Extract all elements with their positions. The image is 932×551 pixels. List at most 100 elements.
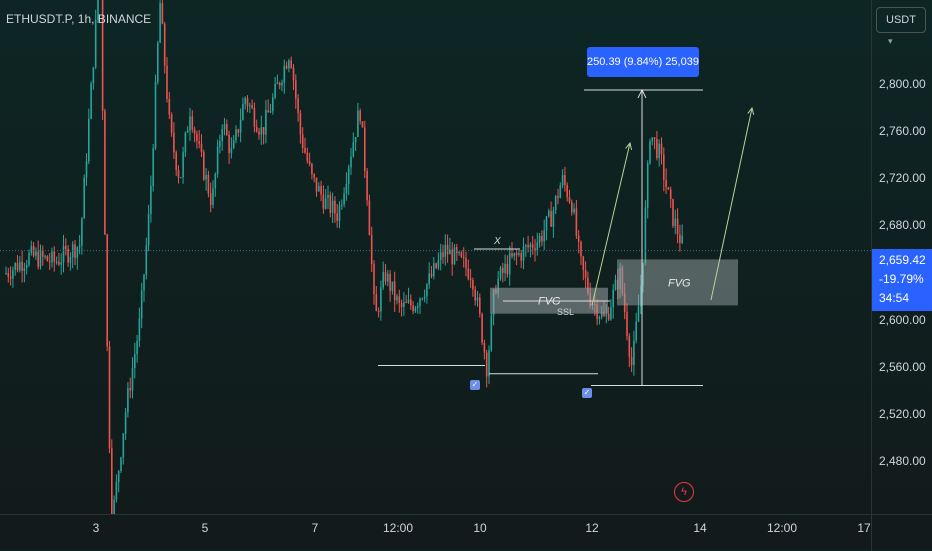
candle-body bbox=[343, 193, 345, 205]
candle-body bbox=[614, 279, 617, 290]
candle-body bbox=[545, 216, 548, 231]
candle-body bbox=[39, 250, 42, 267]
candle-body bbox=[94, 19, 97, 68]
candle-body bbox=[499, 267, 502, 279]
currency-button[interactable]: USDT bbox=[876, 7, 926, 33]
candle-body bbox=[359, 110, 361, 122]
candle-body bbox=[357, 110, 359, 138]
candle-body bbox=[88, 118, 90, 162]
candle-body bbox=[186, 130, 189, 133]
candle-body bbox=[76, 247, 79, 259]
candle-body bbox=[55, 261, 58, 263]
candle-body bbox=[85, 161, 88, 178]
price-tick-label: 2,680.00 bbox=[879, 218, 926, 233]
candle-body bbox=[580, 241, 582, 257]
candle-body bbox=[389, 273, 391, 291]
candle-body bbox=[327, 194, 329, 199]
candle-body bbox=[444, 244, 447, 258]
candle-body bbox=[347, 167, 350, 184]
candle-body bbox=[60, 262, 62, 265]
candle-body bbox=[51, 251, 53, 263]
candle-body bbox=[37, 251, 39, 267]
candle-body bbox=[122, 433, 125, 458]
candle-body bbox=[497, 278, 499, 294]
time-tick-label: 14 bbox=[693, 521, 707, 535]
candle-body bbox=[598, 317, 601, 319]
candle-body bbox=[242, 103, 244, 120]
candle-body bbox=[403, 302, 405, 307]
candle-body bbox=[115, 481, 118, 500]
candle-body bbox=[550, 210, 552, 227]
candle-body bbox=[536, 242, 539, 251]
candle-body bbox=[338, 205, 341, 221]
candle-body bbox=[552, 210, 555, 227]
candle-body bbox=[605, 313, 608, 317]
candle-body bbox=[520, 253, 522, 261]
candle-body bbox=[62, 245, 65, 263]
chevron-down-icon[interactable]: ▾ bbox=[888, 36, 893, 46]
price-axis[interactable] bbox=[871, 0, 932, 514]
candle-body bbox=[575, 208, 578, 236]
candle-body bbox=[428, 273, 430, 285]
candle-body bbox=[373, 263, 375, 295]
candle-body bbox=[531, 244, 534, 249]
candle-body bbox=[53, 251, 56, 262]
candle-body bbox=[228, 134, 230, 154]
candle-body bbox=[538, 235, 541, 243]
candle-body bbox=[384, 272, 387, 282]
candle-body bbox=[265, 110, 267, 135]
candle-body bbox=[276, 82, 279, 85]
candle-body bbox=[646, 162, 649, 208]
candle-body bbox=[138, 318, 141, 341]
price-tick-label: 2,480.00 bbox=[879, 454, 926, 469]
candle-body bbox=[304, 147, 306, 153]
candle-body bbox=[159, 3, 161, 43]
candle-body bbox=[90, 83, 92, 119]
candle-body bbox=[446, 244, 449, 255]
candle-body bbox=[292, 67, 295, 81]
candle-body bbox=[251, 105, 253, 109]
candle-body bbox=[42, 250, 44, 257]
candle-body bbox=[679, 234, 681, 243]
candle-body bbox=[587, 277, 589, 293]
candle-body bbox=[350, 156, 352, 168]
candle-body bbox=[78, 245, 81, 248]
candle-body bbox=[667, 187, 670, 190]
candle-body bbox=[239, 119, 242, 133]
candle-body bbox=[290, 60, 292, 68]
candle-body bbox=[407, 299, 410, 303]
candle-body bbox=[184, 132, 187, 153]
candle-body bbox=[548, 210, 550, 217]
candle-body bbox=[249, 105, 251, 107]
candle-body bbox=[485, 352, 488, 377]
candle-body bbox=[607, 313, 610, 320]
candle-body bbox=[423, 296, 426, 299]
candle-body bbox=[318, 185, 320, 192]
lightning-icon[interactable]: ϟ bbox=[674, 482, 694, 502]
time-tick-label: 7 bbox=[311, 521, 319, 535]
candle-body bbox=[150, 186, 152, 215]
candle-body bbox=[285, 65, 288, 69]
candle-body bbox=[111, 448, 113, 526]
price-tick-label: 2,800.00 bbox=[879, 77, 926, 91]
price-tick-label: 2,560.00 bbox=[879, 359, 926, 374]
candle-body bbox=[511, 253, 513, 257]
check-icon: ✓ bbox=[470, 380, 480, 390]
candle-body bbox=[306, 152, 309, 161]
candle-body bbox=[212, 188, 214, 205]
time-axis[interactable] bbox=[0, 514, 871, 551]
bar-countdown: 34:54 bbox=[879, 291, 910, 305]
ssl-label: SSL bbox=[557, 307, 574, 317]
chart-area[interactable]: FVG FVG SSL X bbox=[0, 0, 871, 536]
candle-body bbox=[16, 263, 19, 271]
current-price: 2,659.42 bbox=[879, 253, 926, 267]
candle-body bbox=[513, 253, 516, 257]
candle-body bbox=[554, 196, 557, 211]
candle-body bbox=[209, 193, 212, 205]
candle-body bbox=[5, 273, 7, 275]
candle-body bbox=[191, 116, 194, 130]
measure-arrowhead bbox=[637, 88, 647, 99]
candle-body bbox=[92, 67, 95, 84]
candle-body bbox=[600, 312, 603, 318]
